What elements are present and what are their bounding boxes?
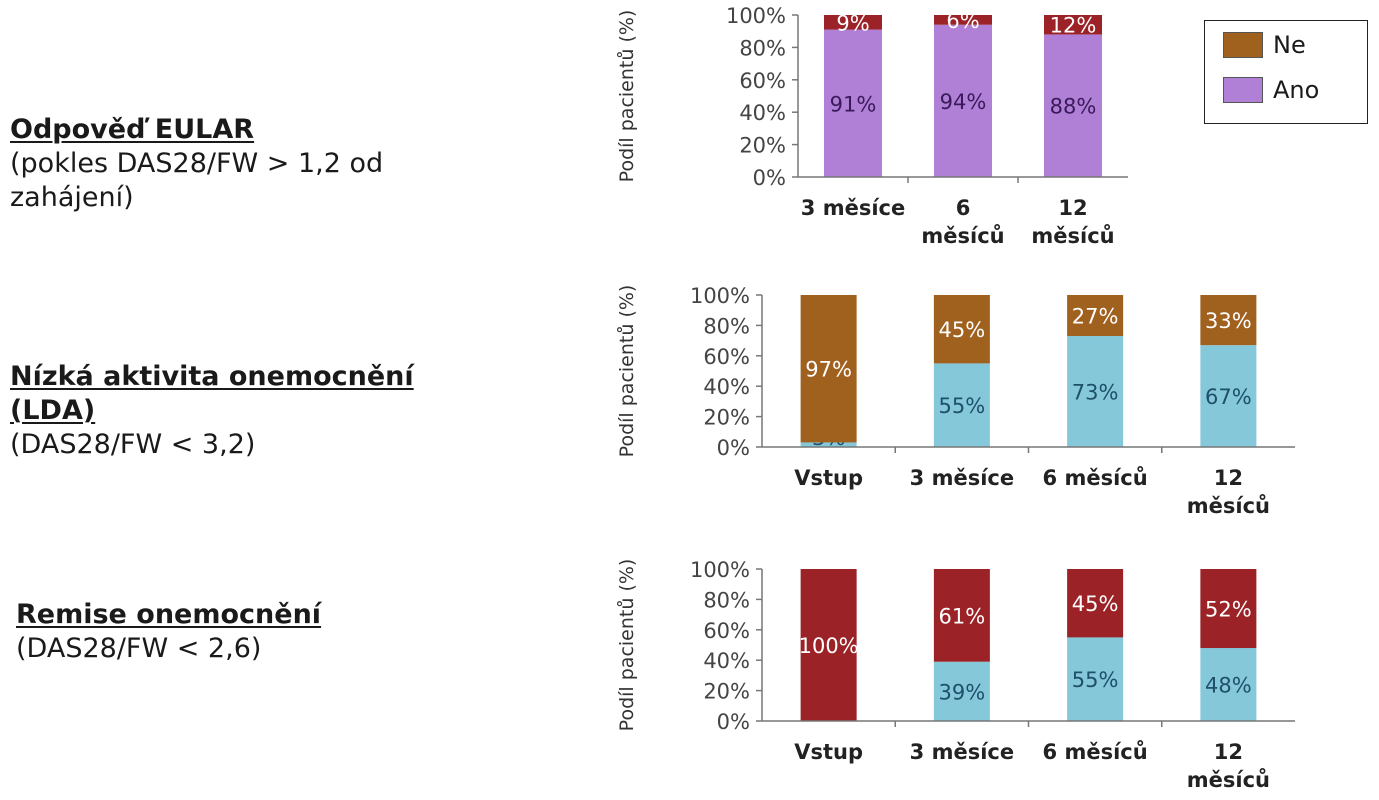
- x-category-label: měsíců: [1031, 224, 1114, 248]
- section-lda-title: Nízká aktivita onemocnění (LDA): [10, 361, 414, 426]
- y-tick-label: 40%: [739, 101, 786, 125]
- x-category-label: Vstup: [794, 466, 863, 490]
- data-label-top: 27%: [1072, 305, 1119, 329]
- section-lda-desc: (DAS28/FW < 3,2): [10, 429, 256, 460]
- y-tick-label: 40%: [703, 375, 750, 399]
- y-axis-title: Podíl pacientů (%): [616, 285, 638, 458]
- chart-legend: Ne Ano: [1204, 20, 1368, 124]
- x-category-label: 3 měsíce: [910, 740, 1014, 764]
- data-label-top: 6%: [946, 9, 979, 33]
- legend-label-ne: Ne: [1273, 31, 1306, 59]
- y-tick-label: 100%: [690, 558, 750, 582]
- data-label-top: 100%: [799, 634, 859, 658]
- x-category-label: měsíců: [921, 224, 1004, 248]
- chart-eular: 0% 20% 40% 60% 80% 100% Podíl pacientů (%) 91% 9…: [616, 4, 1128, 248]
- x-category-label: měsíců: [1187, 494, 1270, 518]
- section-remise-desc: (DAS28/FW < 2,6): [16, 633, 262, 664]
- y-tick-label: 20%: [703, 406, 750, 430]
- bar-bottom: [1044, 34, 1102, 177]
- bar-top: [933, 295, 990, 364]
- x-category-label: 6 měsíců: [1043, 740, 1148, 764]
- section-remise-title: Remise onemocnění: [16, 599, 322, 630]
- y-tick-label: 60%: [703, 345, 750, 369]
- y-tick-label: 0%: [753, 166, 786, 190]
- y-tick-label: 0%: [717, 436, 750, 460]
- legend-label-ano: Ano: [1273, 76, 1320, 104]
- data-label-top: 33%: [1205, 309, 1252, 333]
- legend-item-ano: Ano: [1223, 76, 1319, 104]
- data-label-bottom: 67%: [1205, 385, 1252, 409]
- x-category-label: 12: [1214, 466, 1243, 490]
- bar-bottom: [934, 24, 992, 177]
- section-remise-label: Remise onemocnění (DAS28/FW < 2,6): [16, 598, 321, 666]
- x-category-label: 6: [956, 196, 971, 220]
- data-label-bottom: 73%: [1072, 381, 1119, 405]
- data-label-top: 9%: [836, 11, 869, 35]
- bar-bottom: [933, 661, 990, 721]
- bar-top: [1200, 295, 1257, 346]
- data-label-top: 12%: [1050, 14, 1097, 38]
- bar-bottom: [1067, 336, 1124, 447]
- x-category-label: 3 měsíce: [910, 466, 1014, 490]
- x-category-label: Vstup: [794, 740, 863, 764]
- y-tick-label: 100%: [690, 284, 750, 308]
- bar-bottom: [824, 29, 882, 177]
- x-category-label: měsíců: [1187, 768, 1270, 792]
- y-tick-label: 100%: [726, 4, 786, 28]
- x-category-label: 12: [1214, 740, 1243, 764]
- data-label-bottom: 94%: [940, 90, 987, 114]
- bar-top: [800, 569, 857, 721]
- y-tick-label: 20%: [703, 680, 750, 704]
- y-axis-title: Podíl pacientů (%): [616, 10, 638, 183]
- data-label-top: 45%: [1072, 592, 1119, 616]
- bar-top: [1067, 295, 1124, 337]
- chart-lda: 0%20%40%60%80%100%Podíl pacientů (%)3%97…: [616, 284, 1295, 518]
- data-label-bottom: 55%: [1072, 668, 1119, 692]
- section-eular-title: Odpověď EULAR: [10, 114, 255, 145]
- chart-remise: 0%20%40%60%80%100%Podíl pacientů (%)0%10…: [616, 558, 1295, 792]
- bar-bottom: [933, 363, 990, 447]
- bar-top: [824, 15, 882, 30]
- data-label-top: 45%: [939, 318, 986, 342]
- data-label-bottom: 39%: [939, 680, 986, 704]
- section-eular-label: Odpověď EULAR (pokles DAS28/FW > 1,2 od …: [10, 113, 470, 215]
- data-label-top: 61%: [939, 604, 986, 628]
- y-tick-label: 60%: [703, 619, 750, 643]
- bar-bottom: [1067, 637, 1124, 721]
- data-label-bottom: 48%: [1205, 674, 1252, 698]
- x-category-label: 12: [1058, 196, 1087, 220]
- data-label-top: 97%: [805, 358, 852, 382]
- y-tick-label: 80%: [739, 36, 786, 60]
- bar-top: [934, 15, 992, 25]
- bar-top: [1200, 569, 1257, 649]
- y-tick-label: 60%: [739, 69, 786, 93]
- bar-top: [1044, 15, 1102, 35]
- bar-top: [1067, 569, 1124, 638]
- x-category-label: 6 měsíců: [1043, 466, 1148, 490]
- y-tick-label: 80%: [703, 588, 750, 612]
- section-eular-desc: (pokles DAS28/FW > 1,2 od zahájení): [10, 148, 384, 213]
- bar-top: [933, 569, 990, 662]
- data-label-bottom: 91%: [830, 92, 877, 116]
- x-category-label: 3 měsíce: [801, 196, 905, 220]
- data-label-bottom: 88%: [1050, 95, 1097, 119]
- bar-bottom: [1200, 648, 1257, 721]
- y-tick-label: 20%: [739, 134, 786, 158]
- y-axis-title: Podíl pacientů (%): [616, 559, 638, 732]
- y-tick-label: 40%: [703, 649, 750, 673]
- legend-swatch-ne: [1223, 32, 1263, 58]
- data-label-bottom: 55%: [939, 394, 986, 418]
- legend-item-ne: Ne: [1223, 31, 1306, 59]
- y-tick-label: 80%: [703, 314, 750, 338]
- bar-bottom: [800, 442, 857, 447]
- bar-top: [800, 295, 857, 443]
- data-label-top: 52%: [1205, 598, 1252, 622]
- section-lda-label: Nízká aktivita onemocnění (LDA) (DAS28/F…: [10, 360, 490, 462]
- legend-swatch-ano: [1223, 77, 1263, 103]
- y-tick-label: 0%: [717, 710, 750, 734]
- bar-bottom: [1200, 345, 1257, 447]
